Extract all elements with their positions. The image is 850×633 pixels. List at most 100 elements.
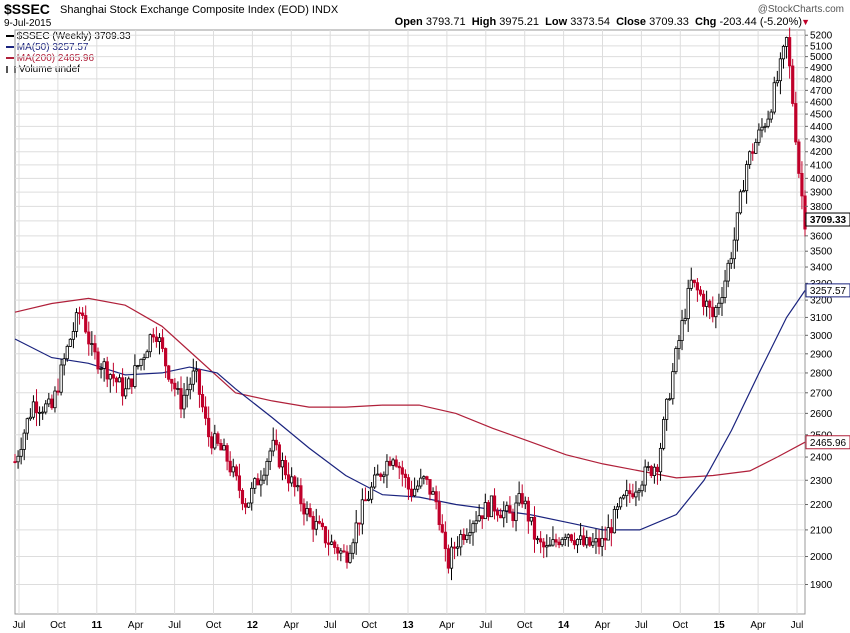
price-bar-body xyxy=(413,488,417,497)
price-bar-body xyxy=(474,520,478,525)
price-bar-body xyxy=(603,537,607,541)
price-bar-body xyxy=(22,432,26,450)
price-bar-body xyxy=(548,544,552,547)
price-bar-body xyxy=(154,336,159,342)
price-bar-body xyxy=(557,541,561,546)
price-bar-body xyxy=(326,542,331,545)
price-bar-body xyxy=(566,534,570,538)
price-bar-body xyxy=(203,406,208,419)
price-bar-body xyxy=(41,411,45,414)
price-bar-body xyxy=(382,474,386,477)
price-bar-body xyxy=(268,450,272,462)
price-bar-body xyxy=(222,445,226,451)
price-bar-body xyxy=(784,37,789,47)
price-bar-body xyxy=(692,279,696,284)
price-bar-body xyxy=(373,474,377,488)
y-tick-label: 4400 xyxy=(810,122,833,133)
price-bar-body xyxy=(74,312,79,332)
price-bar-body xyxy=(213,433,217,449)
price-bar-body xyxy=(28,416,32,420)
price-bar-body xyxy=(120,377,125,397)
price-bar-body xyxy=(124,388,128,397)
price-bar-body xyxy=(409,488,414,497)
x-tick-label: 13 xyxy=(402,620,414,631)
price-bar-body xyxy=(117,377,122,383)
price-bar-body xyxy=(658,447,663,473)
close-label: Close xyxy=(616,16,647,28)
price-bar-body xyxy=(705,300,709,307)
price-bar-body xyxy=(594,538,598,543)
price-bar-body xyxy=(471,523,475,534)
price-bar-body xyxy=(625,490,629,497)
open-value: 3793.71 xyxy=(425,16,466,28)
price-bar-body xyxy=(308,508,312,517)
price-bar-body xyxy=(714,307,718,318)
ma50-layer xyxy=(14,290,806,531)
chg-value: -203.44 (-5.20%) xyxy=(719,16,802,28)
price-bar-body xyxy=(136,365,140,368)
price-bar-body xyxy=(111,374,115,379)
price-bar-body xyxy=(483,502,487,520)
price-bar-body xyxy=(723,280,727,298)
price-bar-body xyxy=(800,173,804,197)
price-bar-body xyxy=(210,436,214,449)
symbol-title: $SSEC xyxy=(4,1,50,17)
grid xyxy=(14,29,806,615)
price-bar-body xyxy=(296,485,300,488)
price-bar-body xyxy=(579,535,583,540)
price-bar-body xyxy=(486,502,490,518)
index-name: Shanghai Stock Exchange Composite Index … xyxy=(60,4,309,16)
price-bar-body xyxy=(283,460,288,476)
price-bar-body xyxy=(597,538,601,547)
price-bar-body xyxy=(142,357,146,360)
candles xyxy=(13,27,807,581)
price-bar-body xyxy=(145,351,149,359)
price-bar-body xyxy=(102,361,106,369)
close-value: 3709.33 xyxy=(649,16,689,28)
price-bar-body xyxy=(668,398,672,401)
price-bar-body xyxy=(19,448,23,457)
price-bar-body xyxy=(127,378,131,390)
price-bar-body xyxy=(342,550,346,553)
price-bar-body xyxy=(631,493,635,498)
price-bar-body xyxy=(622,495,626,499)
price-bar-body xyxy=(526,500,530,522)
price-bar-body xyxy=(157,337,162,342)
price-bar-body xyxy=(16,455,20,463)
y-tick-label: 2700 xyxy=(810,388,833,399)
y-tick-label: 5200 xyxy=(810,31,833,42)
price-bar-body xyxy=(59,364,63,393)
price-bar-body xyxy=(96,351,100,370)
price-bar-body xyxy=(775,80,779,84)
price-bar-body xyxy=(99,368,103,370)
price-bar-body xyxy=(757,129,761,143)
price-bar-body xyxy=(726,262,730,282)
price-bar-body xyxy=(618,497,623,508)
price-bar-body xyxy=(388,460,392,466)
price-bar-body xyxy=(47,398,51,405)
y-tick-label: 3100 xyxy=(810,313,833,324)
exchange-label: INDX xyxy=(311,4,339,16)
price-bar-body xyxy=(634,491,638,498)
high-value: 3975.21 xyxy=(499,16,539,28)
price-bar-body xyxy=(320,522,324,528)
price-bar-body xyxy=(769,111,773,120)
price-bar-body xyxy=(185,389,189,396)
price-bar-body xyxy=(763,125,767,128)
price-bar-body xyxy=(397,465,401,469)
price-bar-body xyxy=(133,365,137,387)
y-tick-label: 2100 xyxy=(810,525,833,536)
price-bar-body xyxy=(305,508,309,515)
y-tick-label: 2300 xyxy=(810,476,833,487)
site-credit[interactable]: @StockCharts.com xyxy=(757,4,844,15)
price-bar-body xyxy=(791,65,795,104)
price-bar-body xyxy=(431,491,435,495)
price-bar-body xyxy=(207,417,211,438)
price-bar-body xyxy=(188,383,192,391)
price-bar-body xyxy=(545,545,549,548)
legend-ma50-swatch xyxy=(6,46,14,49)
y-tick-label: 3400 xyxy=(810,263,833,274)
index-full-name: Shanghai Stock Exchange Composite Index … xyxy=(60,4,338,16)
price-bar-body xyxy=(671,371,675,400)
price-bar-body xyxy=(385,460,389,476)
